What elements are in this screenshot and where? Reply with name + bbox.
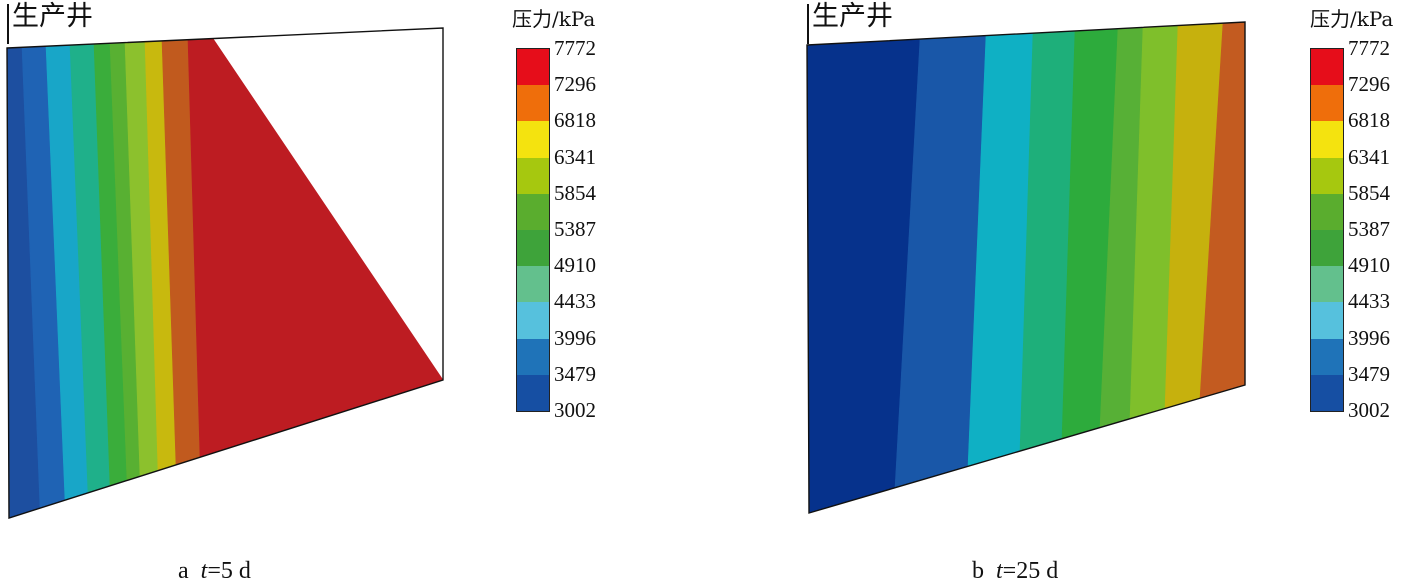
legend-tick-label: 5854: [554, 180, 596, 205]
legend-unit-label: 压力/kPa: [512, 7, 596, 31]
legend-swatch: [517, 302, 549, 339]
legend-tick-label: 3479: [1348, 361, 1390, 386]
legend-tick-label: 3996: [1348, 325, 1390, 350]
pressure-band-a-10: [187, 38, 444, 458]
panel-b: 生产井 压力/kPa 7772 7296 6818 6341 5854 5387 4910 4…: [800, 0, 1411, 584]
well-marker: [807, 4, 809, 44]
legend-swatch: [1311, 121, 1343, 158]
legend-tick-label: 3996: [554, 325, 596, 350]
color-legend: [1310, 48, 1344, 412]
legend-swatch: [517, 229, 549, 267]
pressure-contour-plot-a: [6, 27, 444, 519]
legend-tick-label: 5854: [1348, 180, 1390, 205]
legend-tick-label: 5387: [554, 217, 596, 241]
legend-swatch: [517, 121, 549, 158]
legend-unit-label: 压力/kPa: [1310, 7, 1394, 31]
legend-swatch: [1311, 338, 1343, 375]
legend-tick-label: 4433: [1348, 289, 1390, 314]
caption: b t=25 d: [972, 558, 1059, 584]
legend-tick-label: 3002: [554, 398, 596, 422]
legend-tick-label: 6818: [1348, 108, 1390, 133]
legend-swatch: [517, 374, 549, 411]
legend-tick-label: 6818: [554, 108, 596, 133]
well-label: 生产井: [812, 1, 893, 32]
legend-swatch: [1311, 229, 1343, 267]
legend-tick-label: 4433: [554, 289, 596, 314]
legend-tick-label: 3479: [554, 361, 596, 386]
legend-swatch: [1311, 49, 1343, 86]
well-label: 生产井: [12, 1, 93, 32]
legend-swatch: [1311, 193, 1343, 230]
legend-swatch: [1311, 157, 1343, 194]
legend-tick-label: 3002: [1348, 398, 1390, 422]
well-marker: [7, 4, 9, 44]
legend-swatch: [517, 338, 549, 375]
panel-a: 生产井 压力/kPa 7772 7296 6818 6341 5854 5387 4910 4…: [0, 0, 705, 584]
plate-outline: [6, 27, 444, 519]
legend-swatch: [1311, 374, 1343, 411]
legend-swatch: [517, 85, 549, 122]
legend-tick-label: 4910: [1348, 253, 1390, 278]
legend-tick-label: 4910: [554, 253, 596, 278]
pressure-contour-plot-b: [806, 21, 1246, 514]
legend-tick-label: 7296: [554, 72, 596, 97]
legend-swatch: [517, 49, 549, 86]
legend-tick-label: 7772: [554, 36, 596, 60]
legend-swatch: [1311, 266, 1343, 303]
legend-swatch: [1311, 302, 1343, 339]
plate-outline: [806, 21, 1246, 514]
caption: a t=5 d: [178, 558, 251, 584]
color-legend: [516, 48, 550, 412]
legend-swatch: [517, 157, 549, 194]
legend-tick-label: 7772: [1348, 36, 1390, 60]
legend-swatch: [1311, 85, 1343, 122]
legend-tick-label: 7296: [1348, 72, 1390, 97]
legend-swatch: [517, 193, 549, 230]
legend-swatch: [517, 266, 549, 303]
legend-tick-label: 5387: [1348, 217, 1390, 241]
legend-tick-label: 6341: [1348, 144, 1390, 169]
legend-tick-label: 6341: [554, 144, 596, 169]
